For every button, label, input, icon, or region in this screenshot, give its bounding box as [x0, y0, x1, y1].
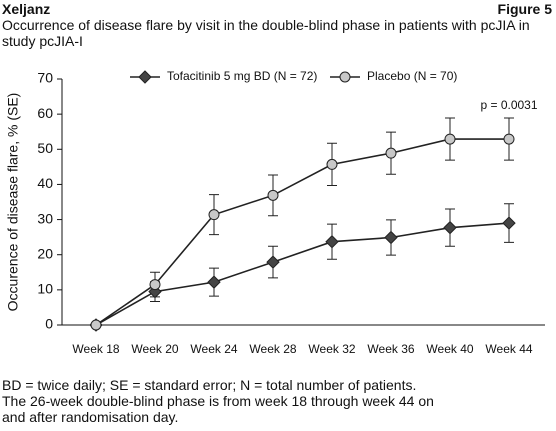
footnotes: BD = twice daily; SE = standard error; N… [2, 377, 452, 425]
data-point [208, 209, 220, 221]
x-tick-label: Week 28 [249, 342, 296, 356]
x-tick-label: Week 36 [367, 342, 414, 356]
legend-label: Tofacitinib 5 mg BD (N = 72) [167, 69, 317, 83]
brand: Xeljanz [2, 1, 51, 17]
series-line [95, 138, 509, 326]
y-tick-label: 70 [37, 70, 53, 86]
chart-title: Occurrence of disease flare by visit in … [2, 17, 530, 49]
y-tick-label: 50 [37, 140, 53, 156]
y-tick-label: 20 [37, 245, 53, 261]
series-line [95, 222, 510, 326]
legend-marker [138, 70, 152, 84]
footnote: The 26-week double-blind phase is from w… [2, 393, 434, 425]
data-point [444, 133, 456, 145]
y-tick-label: 40 [37, 175, 53, 191]
x-tick-label: Week 18 [72, 342, 119, 356]
data-point [149, 279, 161, 291]
data-point [207, 275, 221, 289]
x-tick-label: Week 20 [131, 342, 178, 356]
figure-label: Figure 5 [497, 1, 552, 17]
data-point [502, 216, 516, 230]
annotation: p = 0.0031 [480, 98, 537, 112]
data-point [443, 220, 457, 235]
legend-marker [339, 71, 351, 83]
y-tick-label: 0 [45, 316, 53, 332]
data-point [266, 255, 280, 269]
data-point [503, 133, 515, 145]
x-tick-label: Week 32 [308, 342, 355, 356]
y-axis-label: Occurence of disease flare, % (SE) [5, 93, 21, 312]
x-tick-label: Week 24 [190, 342, 237, 356]
x-tick-label: Week 44 [485, 342, 532, 356]
y-tick-label: 60 [37, 105, 53, 121]
data-point [326, 158, 338, 170]
data-point [267, 189, 279, 201]
data-point [325, 235, 339, 249]
footnote: BD = twice daily; SE = standard error; N… [2, 377, 417, 393]
data-point [385, 147, 397, 159]
data-point [90, 319, 102, 331]
legend-label: Placebo (N = 70) [367, 69, 457, 83]
data-point [384, 230, 398, 245]
x-tick-label: Week 40 [426, 342, 473, 356]
y-tick-label: 30 [37, 210, 53, 226]
y-tick-label: 10 [37, 281, 53, 297]
